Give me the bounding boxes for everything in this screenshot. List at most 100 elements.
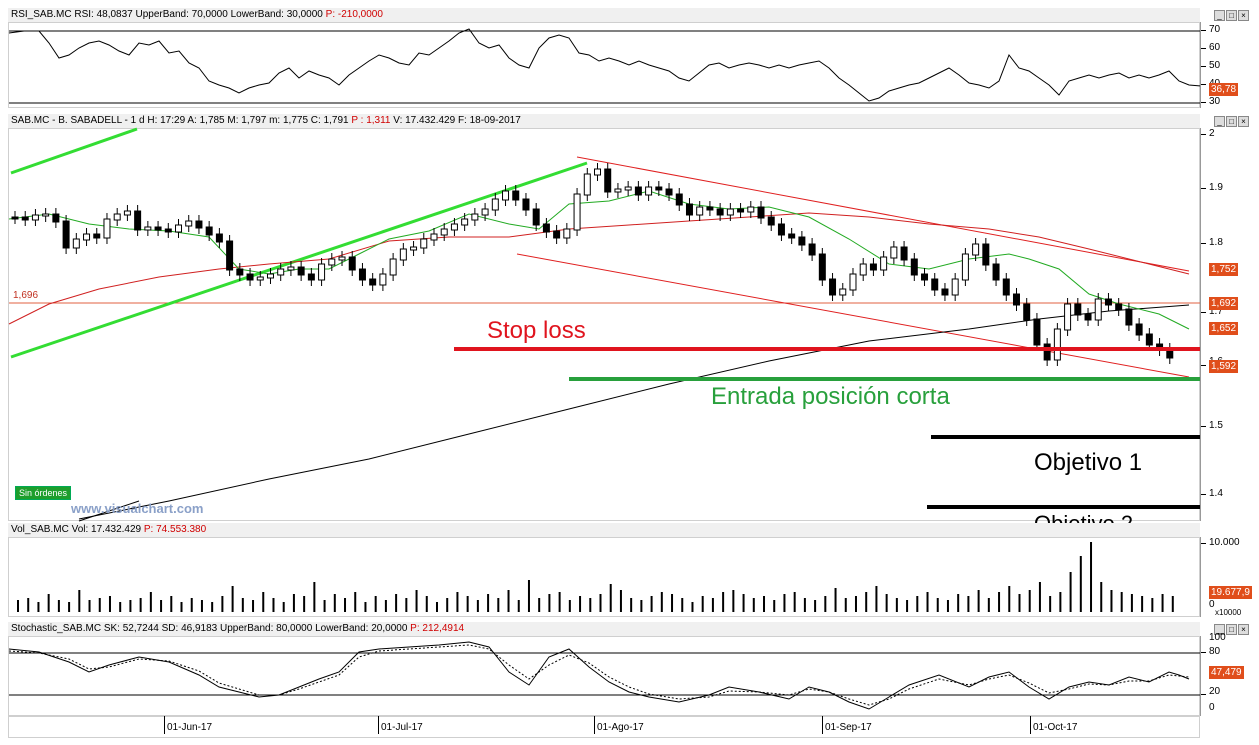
candle-body [880,256,888,271]
candle-body [103,218,111,239]
ma-long-tail [78,500,140,522]
volume-bar [722,592,725,612]
volume-bar [773,600,776,612]
volume-bar [814,600,817,612]
entrada-label: Entrada posición corta [711,383,950,410]
x-label-oct: 01-Oct-17 [1033,722,1078,733]
sto-header-text: Stochastic_SAB.MC SK: 52,7244 SD: 46,918… [11,623,408,634]
minimize-icon[interactable]: _ [1214,10,1225,21]
close-icon[interactable]: × [1238,624,1249,635]
candle-body [1094,298,1102,321]
candle-body [134,210,142,231]
candle-body [440,228,448,236]
volume-bar [1028,590,1031,612]
candle-body [62,220,70,249]
objetivo1-label: Objetivo 1 [1034,449,1143,476]
candle-body [634,186,642,196]
volume-bar [977,590,980,612]
rsi-header-p: P: -210,0000 [325,9,383,20]
close-icon[interactable]: × [1238,116,1249,127]
vol-panel-header: Vol_SAB.MC Vol: 17.432.429 P: 74.553.380 [8,523,1200,537]
minimize-icon[interactable]: _ [1214,116,1225,127]
volume-bar [732,590,735,612]
stop-loss-label: Stop loss [487,317,586,344]
volume-bar [1161,594,1164,612]
candle-body [685,203,693,216]
sto-sd-line [8,644,1190,706]
objetivo2-label: Objetivo 2 [1034,513,1133,535]
price-tick-1-9: 1.9 [1209,182,1223,193]
volume-bar [272,598,275,612]
vol-plot [17,542,1174,612]
maximize-icon[interactable]: □ [1226,624,1237,635]
candle-body [604,168,612,193]
candle-body [226,240,234,271]
sto-tick-100: 100 [1209,632,1226,643]
candle-body [532,208,540,226]
volume-bar [671,594,674,612]
candle-body [522,198,530,211]
candle-body [808,243,816,256]
orders-badge[interactable]: Sin órdenes [15,486,72,500]
volume-bar [1171,596,1174,612]
volume-bar [763,596,766,612]
volume-bar [589,598,592,612]
sto-plot [8,641,1201,710]
vol-header-p: P: 74.553.380 [143,524,207,535]
rsi-panel[interactable] [8,22,1202,108]
candle-body [818,253,826,281]
volume-bar [466,596,469,612]
candle-body [900,246,908,261]
candle-body [471,213,479,221]
candle-body [594,168,601,176]
price-tick-1-8: 1.8 [1209,237,1223,248]
sto-value-tag: 47,479 [1209,666,1244,679]
sto-panel[interactable] [8,636,1201,716]
maximize-icon[interactable]: □ [1226,10,1237,21]
price-panel-header: SAB.MC - B. SABADELL - 1 d H: 17:29 A: 1… [8,114,1200,128]
volume-bar [1100,582,1103,612]
sto-sk-line [8,641,1190,710]
vol-panel[interactable] [8,537,1200,617]
candle-body [1002,278,1010,296]
candle-body [1012,293,1020,306]
channel-lower [516,253,1190,378]
ma-short [8,190,1190,330]
volume-bar [354,592,357,612]
candle-body [287,266,295,271]
volume-bar [211,602,214,612]
candle-body [1043,343,1051,361]
volume-bar [364,602,367,612]
x-axis [8,716,1200,738]
volume-bar [425,596,428,612]
candle-body [583,173,591,196]
minimize-icon[interactable]: _ [1214,624,1225,635]
close-icon[interactable]: × [1238,10,1249,21]
candle-body [1033,318,1041,346]
volume-bar [619,590,622,612]
candle-body [31,214,39,221]
candle-body [972,243,980,256]
candle-body [798,236,806,246]
price-panel[interactable]: Stop loss Entrada posición corta Objetiv… [8,127,1201,535]
candle-body [338,256,346,261]
volume-bar [783,594,786,612]
volume-bar [1151,598,1154,612]
uptrend-line-lower [10,161,588,359]
volume-bar [221,596,224,612]
volume-bars [17,542,1174,612]
volume-bar [895,598,898,612]
volume-bar [1008,586,1011,612]
candle-body [941,288,949,296]
volume-bar [987,598,990,612]
channel-upper [576,156,1190,272]
volume-bar [476,600,479,612]
volume-bar [691,602,694,612]
candle-body [1135,323,1143,336]
candle-body [185,220,193,227]
volume-bar [875,586,878,612]
maximize-icon[interactable]: □ [1226,116,1237,127]
volume-bar [405,598,408,612]
candle-body [328,258,336,266]
candle-body [83,233,91,241]
